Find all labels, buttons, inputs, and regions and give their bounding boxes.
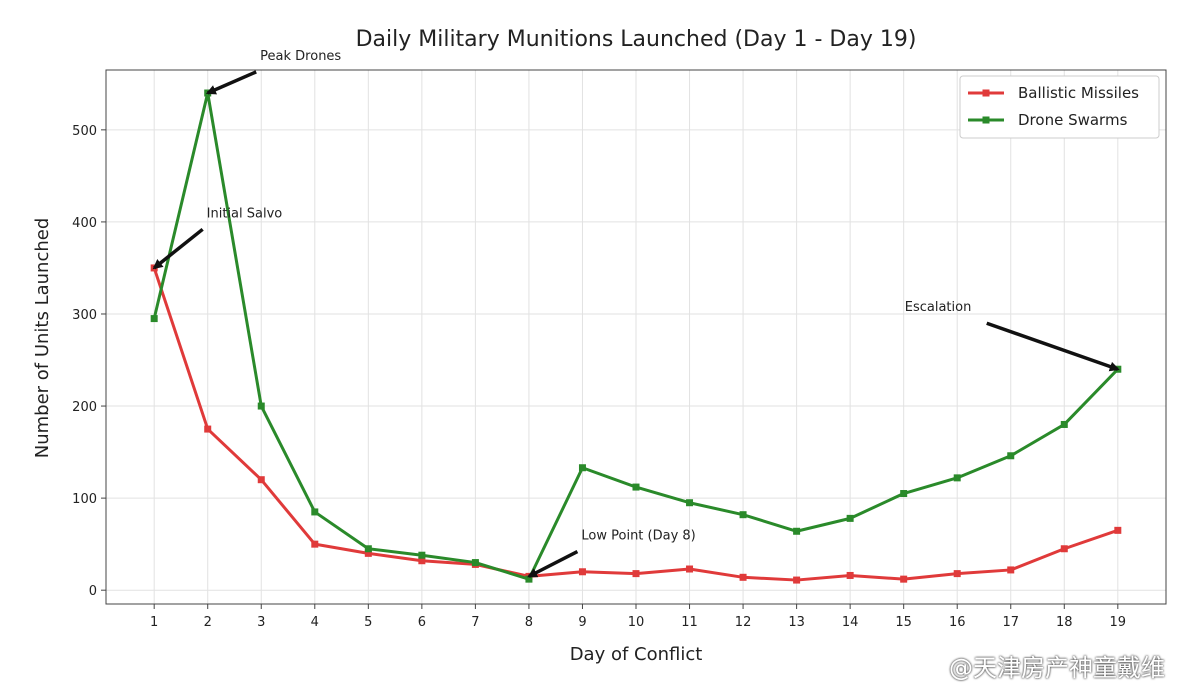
drone-swarms-point — [1060, 420, 1068, 428]
ballistic-missiles-point — [418, 557, 426, 565]
x-tick-label: 9 — [578, 615, 586, 630]
watermark-text: @天津房产神童戴维 — [949, 654, 1165, 682]
annotation-label: Peak Drones — [260, 49, 341, 64]
annotation-arrow — [205, 70, 257, 95]
drone-swarms-point — [364, 545, 372, 553]
x-tick-label: 15 — [895, 615, 912, 630]
ballistic-missiles-point — [739, 573, 747, 581]
legend-swatch-marker — [982, 116, 990, 124]
ballistic-missiles-point — [632, 570, 640, 578]
ballistic-missiles-point — [257, 476, 265, 484]
legend-box — [959, 75, 1160, 139]
x-tick-label: 8 — [525, 615, 533, 630]
drone-swarms-point — [418, 551, 426, 559]
annotation-arrow — [152, 227, 204, 270]
ballistic-missiles-point — [953, 570, 961, 578]
drone-swarms-point — [525, 575, 533, 583]
drone-swarms-point — [739, 511, 747, 519]
ballistic-missiles-point — [364, 549, 372, 557]
drone-swarms-point — [953, 474, 961, 482]
drone-swarms-point — [578, 464, 586, 472]
drone-swarms-point — [471, 559, 479, 567]
drone-swarms-point — [257, 402, 265, 410]
drone-swarms-point — [686, 499, 694, 507]
chart-title: Daily Military Munitions Launched (Day 1… — [356, 27, 917, 52]
x-axis-label: Day of Conflict — [570, 644, 703, 665]
x-tick-label: 14 — [842, 615, 859, 630]
x-tick-label: 4 — [311, 615, 319, 630]
y-tick-label: 100 — [72, 492, 97, 507]
x-tick-label: 5 — [364, 615, 372, 630]
annotation-label: Escalation — [905, 300, 972, 315]
ballistic-missiles-point — [204, 425, 212, 433]
y-tick-label: 500 — [72, 124, 97, 139]
x-tick-label: 7 — [471, 615, 479, 630]
ballistic-missiles-point — [793, 576, 801, 584]
ballistic-missiles-point — [578, 568, 586, 576]
y-axis-label: Number of Units Launched — [32, 218, 53, 459]
x-tick-label: 17 — [1002, 615, 1019, 630]
x-tick-label: 3 — [257, 615, 265, 630]
x-tick-label: 1 — [150, 615, 158, 630]
x-tick-label: 2 — [204, 615, 212, 630]
x-tick-label: 16 — [949, 615, 966, 630]
legend-swatch-marker — [982, 89, 990, 97]
drone-swarms-point — [1007, 452, 1015, 460]
ballistic-missiles-point — [846, 571, 854, 579]
ballistic-missiles-point — [900, 575, 908, 583]
drone-swarms-point — [150, 315, 158, 323]
annotations: Peak Drones Initial Salvo Low Point (Day 8… — [152, 49, 1120, 578]
annotation-arrow — [527, 549, 579, 578]
annotation-arrow — [986, 321, 1120, 372]
drone-swarms-point — [632, 483, 640, 491]
y-tick-label: 0 — [89, 584, 97, 599]
ballistic-missiles-point — [311, 540, 319, 548]
x-tick-label: 19 — [1110, 615, 1127, 630]
legend-entry: Ballistic Missiles — [1018, 84, 1139, 102]
legend: Ballistic Missiles Drone Swarms — [959, 75, 1160, 139]
drone-swarms-point — [900, 490, 908, 498]
x-tick-label: 12 — [735, 615, 752, 630]
drone-swarms-point — [793, 527, 801, 535]
ballistic-missiles-point — [686, 565, 694, 573]
ballistic-missiles-point — [1114, 526, 1122, 534]
x-tick-label: 13 — [788, 615, 805, 630]
grid-lines — [106, 70, 1166, 604]
annotation-label: Initial Salvo — [207, 206, 283, 221]
drone-swarms-point — [846, 514, 854, 522]
y-tick-label: 300 — [72, 308, 97, 323]
x-tick-label: 18 — [1056, 615, 1073, 630]
axis-ticks: 1 2 3 4 5 6 7 8 9 10 11 12 13 14 15 16 17 18 1901002003004… — [72, 124, 1126, 630]
drone-swarms-point — [311, 508, 319, 516]
ballistic-missiles-point — [1007, 566, 1015, 574]
legend-entry: Drone Swarms — [1018, 111, 1128, 129]
x-tick-label: 11 — [681, 615, 698, 630]
x-tick-label: 6 — [418, 615, 426, 630]
y-tick-label: 200 — [72, 400, 97, 415]
annotation-label: Low Point (Day 8) — [581, 529, 695, 544]
y-tick-label: 400 — [72, 216, 97, 231]
x-tick-label: 10 — [628, 615, 645, 630]
ballistic-missiles-point — [1060, 545, 1068, 553]
